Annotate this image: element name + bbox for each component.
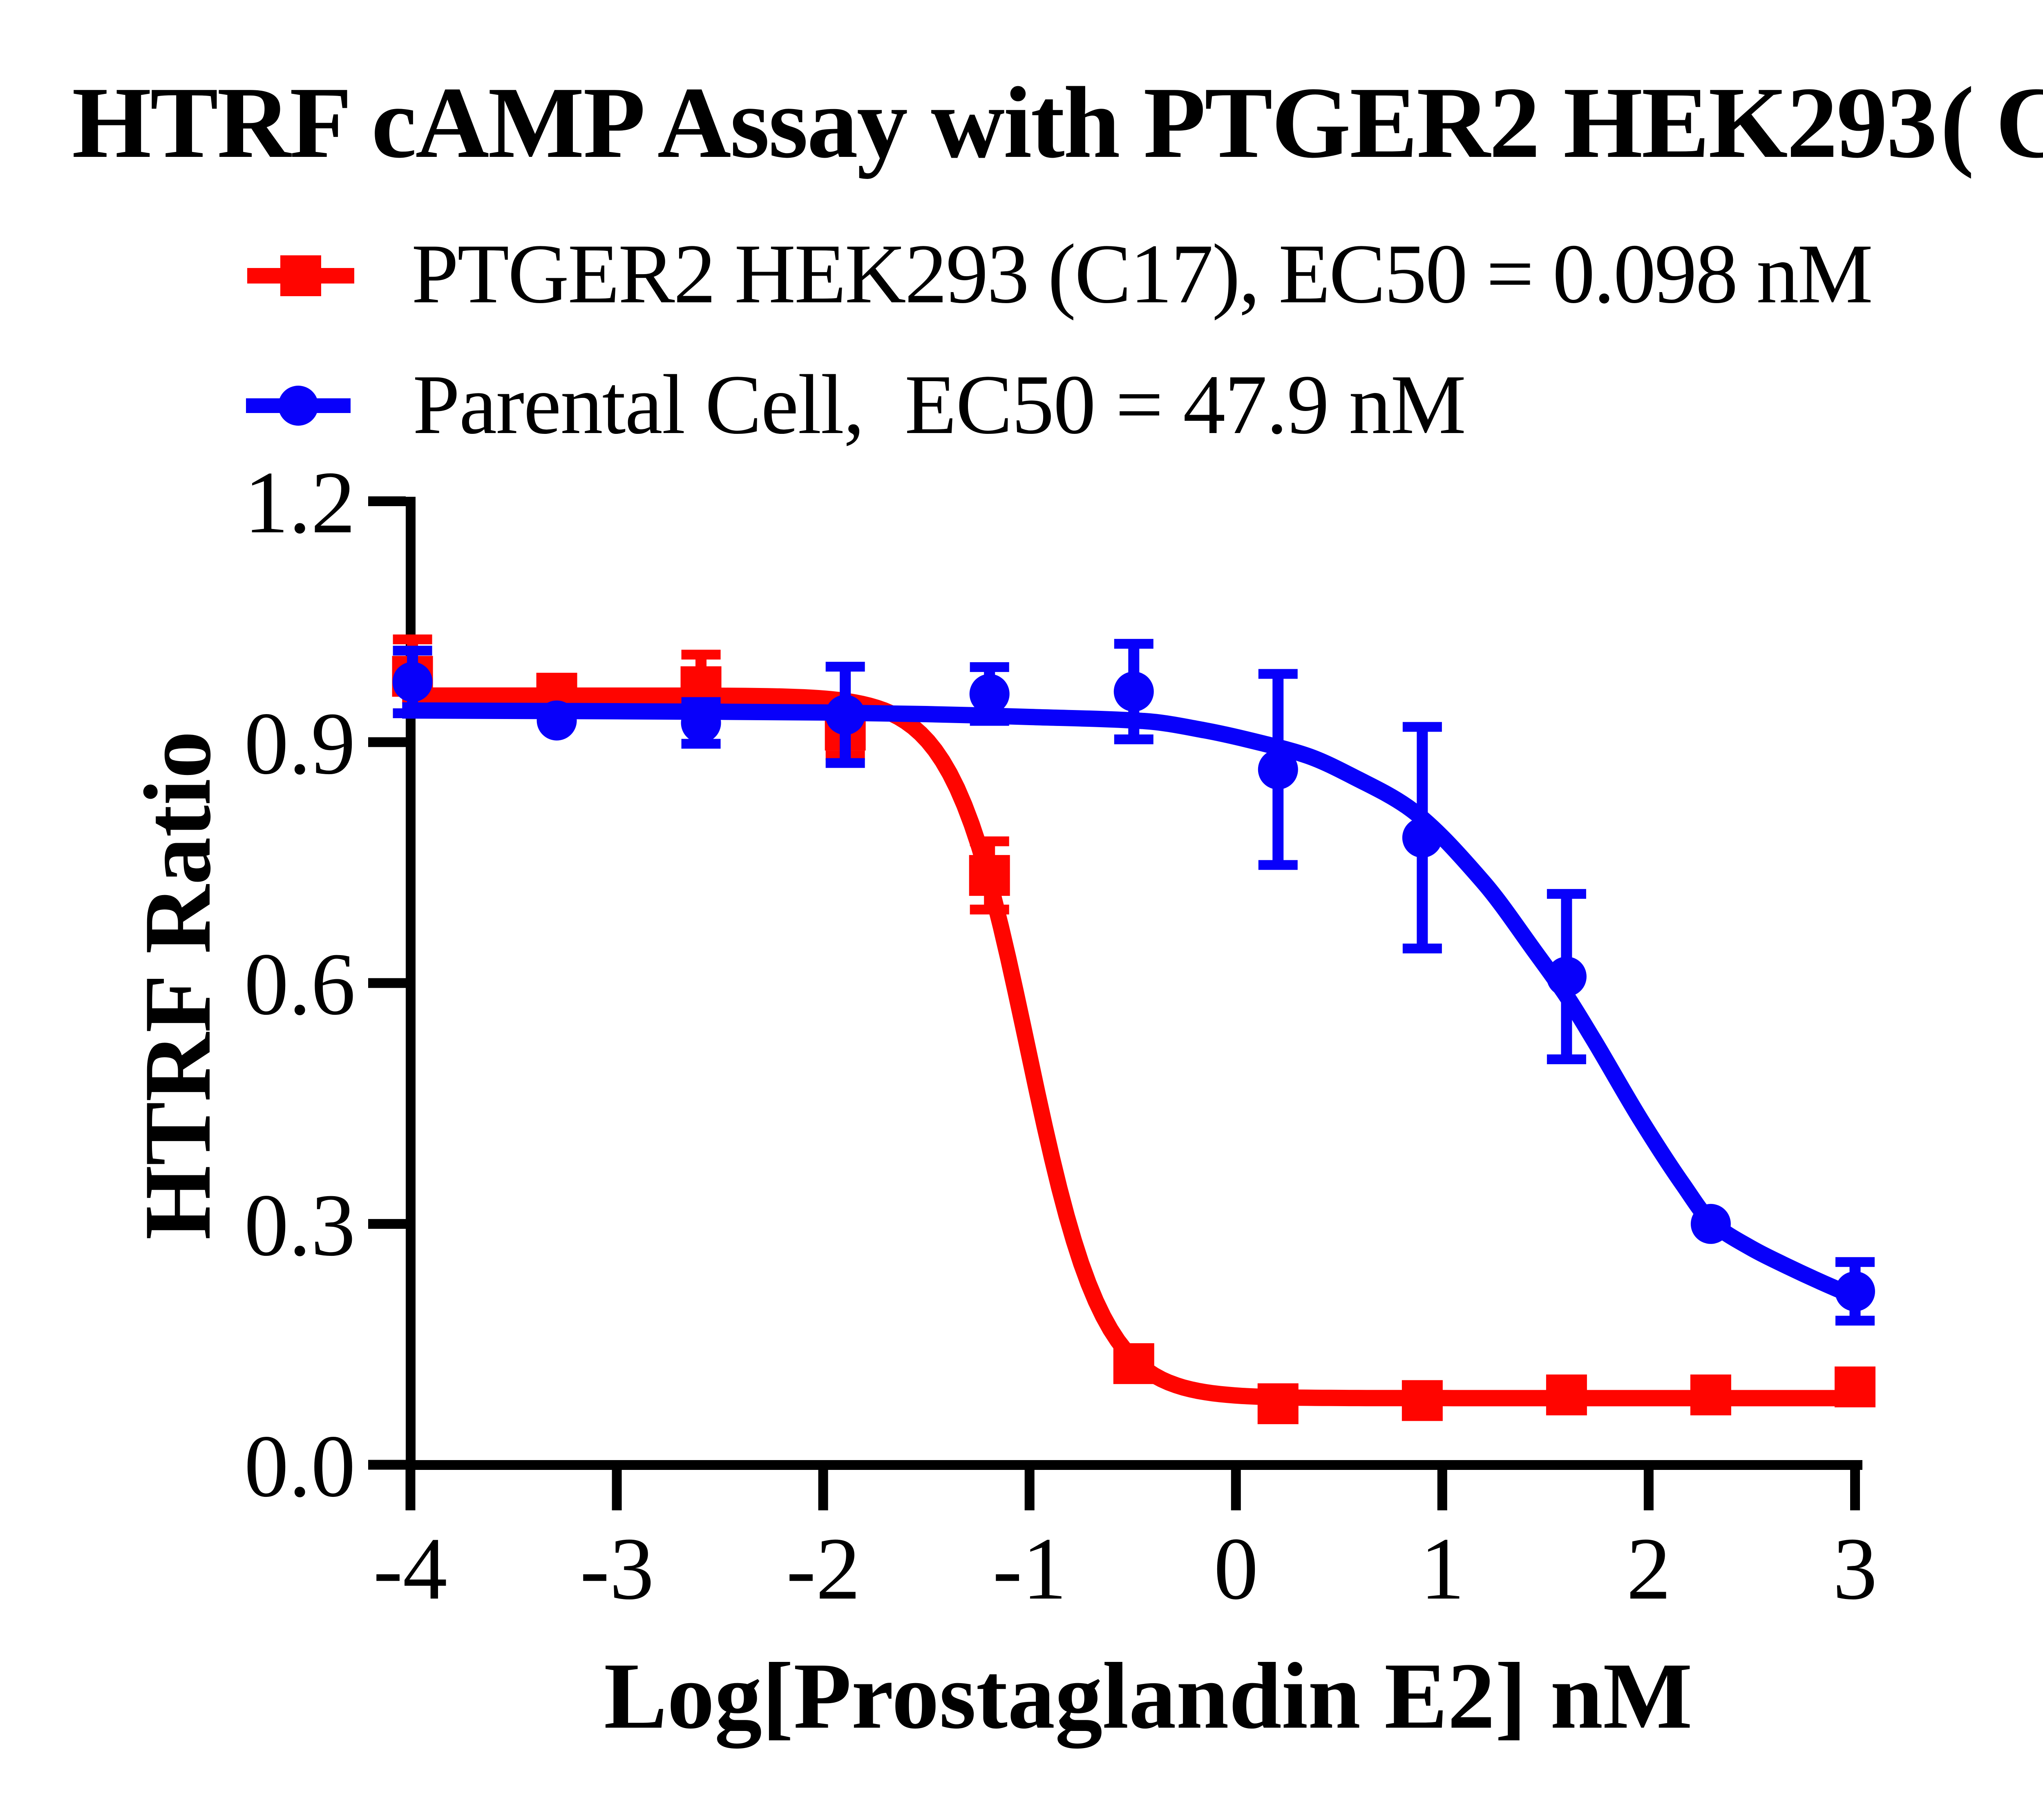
svg-text:-3: -3 — [580, 1520, 654, 1618]
svg-text:0.6: 0.6 — [244, 935, 356, 1034]
svg-text:PTGER2 HEK293 (C17), EC50 = 0.: PTGER2 HEK293 (C17), EC50 = 0.098 nM — [411, 227, 1872, 321]
svg-text:0.3: 0.3 — [244, 1176, 356, 1275]
svg-text:HTRF cAMP Assay with PTGER2 HE: HTRF cAMP Assay with PTGER2 HEK293(C17) — [72, 66, 2043, 179]
svg-text:-4: -4 — [373, 1520, 447, 1618]
svg-text:-2: -2 — [786, 1520, 861, 1618]
svg-text:Log[Prostaglandin E2] nM: Log[Prostaglandin E2] nM — [604, 1644, 1692, 1749]
svg-text:1.2: 1.2 — [244, 453, 356, 552]
svg-text:3: 3 — [1833, 1520, 1878, 1618]
svg-text:1: 1 — [1420, 1520, 1465, 1618]
svg-text:0.9: 0.9 — [244, 695, 356, 793]
svg-text:-1: -1 — [992, 1520, 1067, 1618]
svg-text:0: 0 — [1214, 1520, 1258, 1618]
svg-text:HTRF Ratio: HTRF Ratio — [124, 731, 230, 1240]
svg-text:2: 2 — [1627, 1520, 1671, 1618]
svg-text:Parental Cell, EC50 = 47.9 nM: Parental Cell, EC50 = 47.9 nM — [413, 357, 1465, 451]
svg-text:0.0: 0.0 — [244, 1417, 356, 1516]
